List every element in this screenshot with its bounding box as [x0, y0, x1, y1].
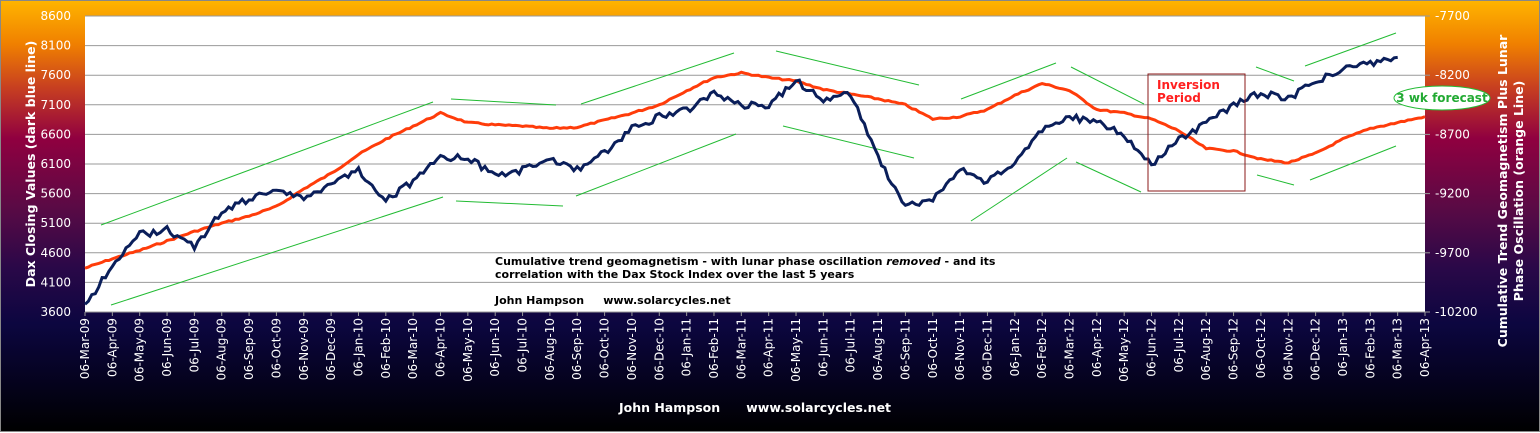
dax-line: [83, 55, 1398, 306]
y-right-tick-label: -9200: [1435, 187, 1470, 201]
inversion-label-2: Period: [1157, 91, 1201, 105]
x-tick-label: 06-Mar-12: [1062, 318, 1076, 379]
x-tick-label: 06-Jun-11: [816, 318, 830, 377]
x-tick-label: 06-Oct-11: [926, 318, 940, 378]
x-tick-label: 06-Oct-12: [1254, 318, 1268, 378]
x-tick-label: 06-Nov-11: [953, 318, 967, 380]
x-tick-label: 06-Jul-11: [844, 318, 858, 372]
x-tick-label: 06-Mar-11: [734, 318, 748, 379]
x-tick-label: 06-Jun-09: [160, 318, 174, 377]
y-left-tick-label: 8600: [40, 9, 71, 23]
left-axis-label: Dax Closing Values (dark blue line): [23, 41, 38, 288]
x-tick-label: 06-Apr-10: [434, 318, 448, 377]
x-tick-label: 06-Sep-12: [1227, 318, 1241, 380]
trend-arrows: [100, 32, 1397, 306]
forecast-callout: [1393, 85, 1491, 111]
x-tick-label: 06-May-10: [461, 318, 475, 382]
x-tick-label: 06-Nov-09: [297, 318, 311, 380]
y-left-tick-label: 8100: [40, 39, 71, 53]
right-axis-label-1: Cumulative Trend Geomagnetism Plus Lunar: [1495, 34, 1510, 347]
x-tick-label: 06-Oct-09: [269, 318, 283, 378]
footer-credit: John Hampson www.solarcycles.net: [618, 400, 891, 415]
x-tick-label: 06-Apr-09: [105, 318, 119, 377]
y-left-tick-label: 3600: [40, 305, 71, 319]
x-tick-label: 06-Aug-10: [543, 318, 557, 380]
y-right-tick-label: -10200: [1435, 305, 1478, 319]
x-tick-label: 06-Mar-13: [1391, 318, 1405, 379]
x-tick-label: 06-Feb-11: [707, 318, 721, 378]
y-left-tick-label: 7100: [40, 98, 71, 112]
x-tick-label: 06-May-12: [1117, 318, 1131, 382]
x-tick-label: 06-Aug-09: [215, 318, 229, 380]
x-tick-label: 06-Jul-10: [516, 318, 530, 372]
x-tick-label: 06-Jan-12: [1008, 318, 1022, 376]
x-tick-label: 06-May-09: [133, 318, 147, 382]
y-right-tick-label: -7700: [1435, 9, 1470, 23]
x-tick-label: 06-Dec-12: [1309, 318, 1323, 380]
y-left-tick-label: 4600: [40, 246, 71, 260]
x-tick-label: 06-Aug-12: [1199, 318, 1213, 380]
annotation-line-2: correlation with the Dax Stock Index ove…: [495, 268, 855, 281]
x-tick-label: 06-Nov-12: [1281, 318, 1295, 380]
x-tick-label: 06-Feb-10: [379, 318, 393, 378]
x-tick-label: 06-Jul-12: [1172, 318, 1186, 372]
author-note: John Hampson www.solarcycles.net: [494, 294, 731, 307]
x-tick-label: 06-Jul-09: [187, 318, 201, 372]
annotation-line-1: Cumulative trend geomagnetism - with lun…: [495, 255, 996, 268]
x-tick-label: 06-Jan-11: [680, 318, 694, 376]
x-tick-label: 06-Sep-11: [898, 318, 912, 380]
x-tick-label: 06-Feb-13: [1363, 318, 1377, 378]
inversion-label: Inversion: [1157, 78, 1220, 92]
x-tick-label: 06-Nov-10: [625, 318, 639, 380]
x-tick-label: 06-Oct-10: [598, 318, 612, 378]
right-axis-label-2: Phase Oscillation (orange Line): [1511, 81, 1526, 302]
geomagnetism-line: [84, 70, 1426, 270]
x-tick-label: 06-Mar-10: [406, 318, 420, 379]
x-tick-label: 06-Apr-12: [1090, 318, 1104, 377]
x-tick-label: 06-Jan-10: [351, 318, 365, 376]
y-right-tick-label: -8700: [1435, 127, 1470, 141]
x-tick-label: 06-Jan-13: [1336, 318, 1350, 376]
x-tick-label: 06-Aug-11: [871, 318, 885, 380]
x-tick-label: 06-Jun-10: [488, 318, 502, 377]
x-tick-label: 06-Sep-09: [242, 318, 256, 380]
y-left-tick-label: 5100: [40, 216, 71, 230]
x-tick-label: 06-Jun-12: [1145, 318, 1159, 377]
x-tick-label: 06-Dec-09: [324, 318, 338, 380]
y-left-tick-label: 5600: [40, 187, 71, 201]
y-left-tick-label: 7600: [40, 68, 71, 82]
forecast-label: 3 wk forecast: [1396, 91, 1488, 105]
x-tick-label: 06-Apr-11: [762, 318, 776, 377]
y-left-tick-label: 6600: [40, 127, 71, 141]
y-left-tick-label: 4100: [40, 275, 71, 289]
x-tick-label: 06-Sep-10: [570, 318, 584, 380]
x-tick-label: 06-May-11: [789, 318, 803, 382]
x-tick-label: 06-Dec-11: [980, 318, 994, 380]
y-right-tick-label: -9700: [1435, 246, 1470, 260]
x-tick-label: 06-Apr-13: [1418, 318, 1432, 377]
y-left-tick-label: 6100: [40, 157, 71, 171]
x-tick-label: 06-Dec-10: [652, 318, 666, 380]
x-tick-label: 06-Feb-12: [1035, 318, 1049, 378]
y-right-tick-label: -8200: [1435, 68, 1470, 82]
x-tick-label: 06-Mar-09: [78, 318, 92, 379]
inversion-period-box: [1147, 73, 1246, 192]
